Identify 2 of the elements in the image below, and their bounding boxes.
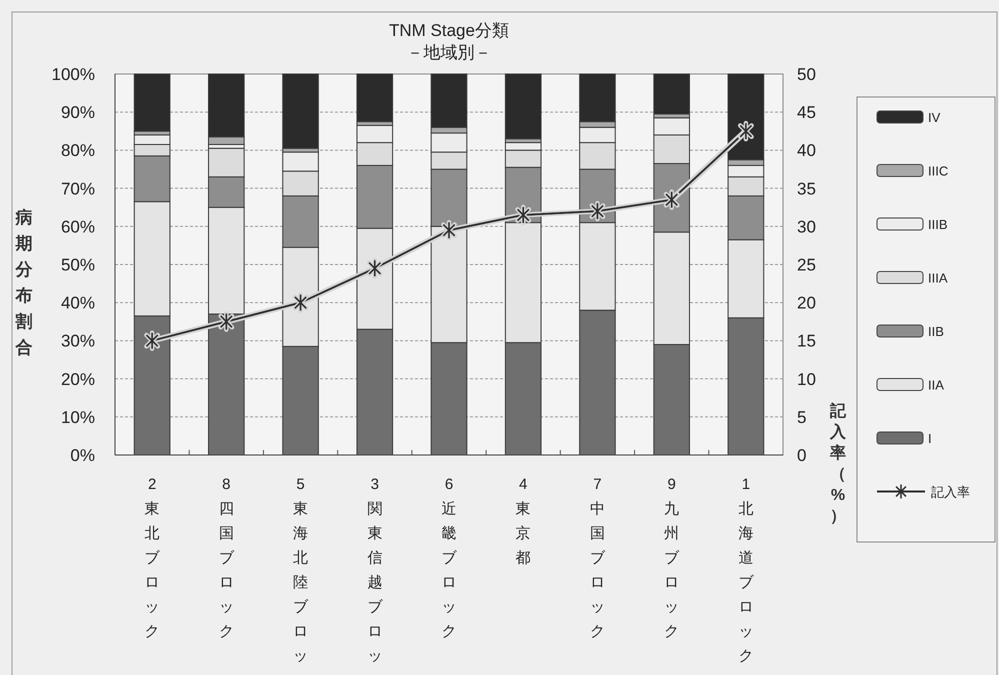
subtitle: －地域別－ [406, 43, 492, 62]
title: TNM Stage分類 [389, 21, 509, 40]
